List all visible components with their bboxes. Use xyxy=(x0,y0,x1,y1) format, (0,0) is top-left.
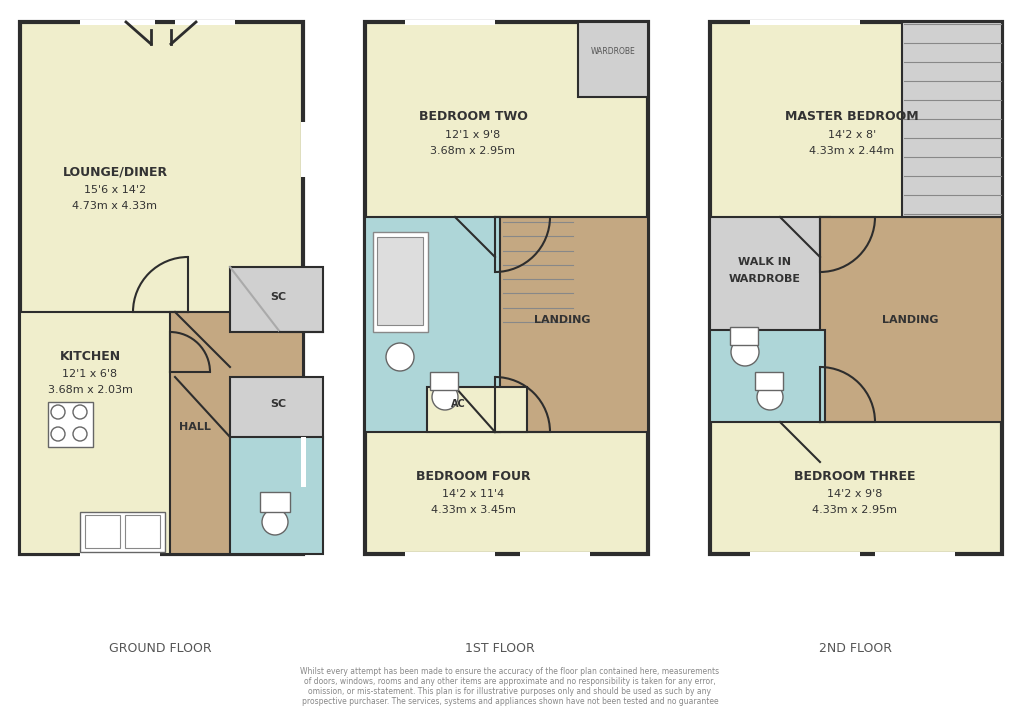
Bar xyxy=(709,22,1001,554)
Bar xyxy=(427,387,527,432)
Bar xyxy=(365,22,647,554)
Text: KITCHEN: KITCHEN xyxy=(59,350,120,364)
Bar xyxy=(85,515,120,548)
Bar xyxy=(749,20,859,25)
Circle shape xyxy=(756,384,783,410)
Text: AC: AC xyxy=(450,399,465,409)
Text: 4.33m x 2.44m: 4.33m x 2.44m xyxy=(809,146,894,156)
Bar xyxy=(749,552,859,557)
Bar xyxy=(260,492,289,512)
Text: HALL: HALL xyxy=(179,422,211,432)
Text: 14'2 x 11'4: 14'2 x 11'4 xyxy=(441,489,503,499)
Bar xyxy=(430,372,458,390)
Circle shape xyxy=(385,343,414,371)
Bar xyxy=(170,312,303,554)
Text: 14'2 x 9'8: 14'2 x 9'8 xyxy=(826,489,881,499)
Bar xyxy=(365,217,499,432)
Bar xyxy=(377,237,423,325)
Bar xyxy=(125,515,160,548)
Text: 4.73m x 4.33m: 4.73m x 4.33m xyxy=(72,201,157,211)
Bar xyxy=(48,402,93,447)
Text: BEDROOM THREE: BEDROOM THREE xyxy=(794,470,915,484)
Bar xyxy=(79,552,160,557)
Bar xyxy=(405,552,494,557)
Bar xyxy=(578,22,647,97)
Bar xyxy=(819,217,1001,422)
Bar xyxy=(175,20,234,25)
Text: 14'2 x 8': 14'2 x 8' xyxy=(827,130,875,140)
Bar xyxy=(20,22,303,554)
Circle shape xyxy=(731,338,758,366)
Text: WARDROBE: WARDROBE xyxy=(729,274,800,284)
Bar xyxy=(373,232,428,332)
Text: 4.33m x 3.45m: 4.33m x 3.45m xyxy=(430,505,515,515)
Text: LANDING: LANDING xyxy=(533,315,590,325)
Text: WALK IN: WALK IN xyxy=(738,257,791,267)
Text: 2ND FLOOR: 2ND FLOOR xyxy=(818,642,892,654)
Text: 15'6 x 14'2: 15'6 x 14'2 xyxy=(84,185,146,195)
Bar xyxy=(520,552,589,557)
Text: GROUND FLOOR: GROUND FLOOR xyxy=(109,642,211,654)
Text: MASTER BEDROOM: MASTER BEDROOM xyxy=(785,111,918,124)
Text: LOUNGE/DINER: LOUNGE/DINER xyxy=(62,165,167,179)
Text: prospective purchaser. The services, systems and appliances shown have not been : prospective purchaser. The services, sys… xyxy=(302,698,717,706)
Bar xyxy=(405,20,494,25)
Text: BEDROOM TWO: BEDROOM TWO xyxy=(418,111,527,124)
Circle shape xyxy=(432,384,458,410)
Bar xyxy=(20,312,184,554)
Bar xyxy=(229,377,323,439)
Bar xyxy=(229,437,323,554)
Bar xyxy=(709,217,829,332)
Text: omission, or mis-statement. This plan is for illustrative purposes only and shou: omission, or mis-statement. This plan is… xyxy=(308,688,711,697)
Text: 4.33m x 2.95m: 4.33m x 2.95m xyxy=(812,505,897,515)
Bar xyxy=(754,372,783,390)
Text: 1ST FLOOR: 1ST FLOOR xyxy=(465,642,534,654)
Bar xyxy=(229,267,323,332)
Text: 12'1 x 9'8: 12'1 x 9'8 xyxy=(445,130,500,140)
Text: Whilst every attempt has been made to ensure the accuracy of the floor plan cont: Whilst every attempt has been made to en… xyxy=(301,667,718,676)
Bar xyxy=(874,552,954,557)
Text: LANDING: LANDING xyxy=(880,315,937,325)
Bar xyxy=(301,437,306,487)
Bar xyxy=(901,22,1001,217)
Text: of doors, windows, rooms and any other items are approximate and no responsibili: of doors, windows, rooms and any other i… xyxy=(304,678,715,686)
Text: 12'1 x 6'8: 12'1 x 6'8 xyxy=(62,369,117,379)
Bar xyxy=(301,122,306,177)
Bar xyxy=(79,512,165,552)
Bar xyxy=(79,20,155,25)
Bar xyxy=(494,217,647,432)
Bar xyxy=(709,330,824,422)
Circle shape xyxy=(262,509,287,535)
Text: WARDROBE: WARDROBE xyxy=(590,47,635,56)
Text: BEDROOM FOUR: BEDROOM FOUR xyxy=(416,470,530,484)
Bar xyxy=(730,327,757,345)
Text: 3.68m x 2.03m: 3.68m x 2.03m xyxy=(48,385,132,395)
Text: 3.68m x 2.95m: 3.68m x 2.95m xyxy=(430,146,515,156)
Text: SC: SC xyxy=(270,292,285,302)
Text: SC: SC xyxy=(270,399,285,409)
